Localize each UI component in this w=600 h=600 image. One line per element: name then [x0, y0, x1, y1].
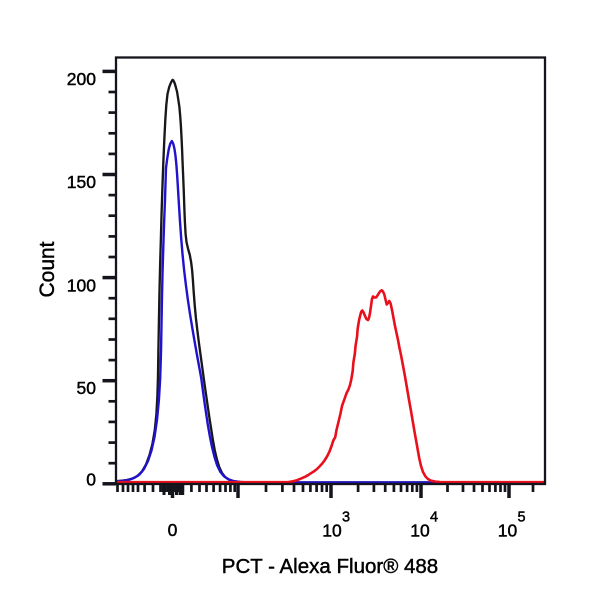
svg-text:4: 4 [430, 510, 438, 526]
svg-text:0: 0 [168, 520, 178, 540]
svg-text:200: 200 [67, 69, 96, 89]
svg-text:100: 100 [67, 276, 96, 296]
svg-text:10: 10 [498, 521, 518, 541]
svg-text:0: 0 [86, 469, 96, 489]
svg-text:10: 10 [322, 521, 342, 541]
svg-text:3: 3 [342, 510, 350, 526]
svg-text:Count: Count [36, 241, 59, 297]
svg-text:5: 5 [518, 510, 526, 526]
svg-text:10: 10 [410, 521, 430, 541]
svg-text:50: 50 [77, 378, 97, 398]
svg-text:150: 150 [67, 172, 96, 192]
svg-text:PCT - Alexa Fluor® 488: PCT - Alexa Fluor® 488 [222, 555, 438, 578]
